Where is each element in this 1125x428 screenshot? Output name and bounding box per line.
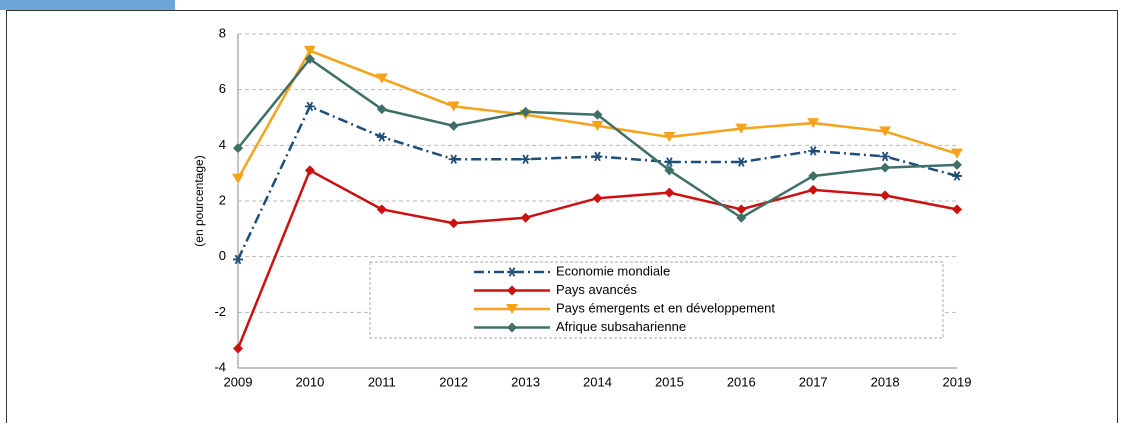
marker — [376, 204, 387, 215]
legend-label: Afrique subsaharienne — [556, 319, 686, 334]
y-tick-label: 2 — [219, 192, 226, 207]
marker — [448, 154, 459, 165]
marker — [663, 131, 676, 142]
x-tick-label: 2013 — [511, 374, 540, 389]
marker — [808, 184, 819, 195]
marker — [303, 45, 316, 56]
y-tick-label: -2 — [214, 304, 226, 319]
tab — [0, 0, 175, 10]
legend-label: Pays émergents et en développement — [556, 300, 775, 315]
marker — [506, 304, 518, 314]
marker — [507, 267, 517, 277]
legend-label: Economie mondiale — [556, 263, 670, 278]
marker — [520, 106, 531, 117]
x-tick-label: 2011 — [368, 374, 396, 389]
x-tick-label: 2010 — [295, 374, 324, 389]
marker — [592, 109, 603, 120]
marker — [880, 190, 891, 201]
x-tick-label: 2012 — [439, 374, 468, 389]
marker — [591, 120, 604, 131]
marker — [233, 254, 243, 265]
marker — [736, 212, 747, 223]
marker — [951, 148, 963, 159]
marker — [233, 143, 243, 154]
x-tick-label: 2017 — [799, 374, 828, 389]
y-tick-label: 6 — [219, 81, 226, 96]
marker — [807, 118, 820, 129]
marker — [952, 204, 962, 215]
marker — [808, 146, 819, 156]
marker — [520, 154, 531, 165]
x-tick-label: 2015 — [655, 374, 684, 389]
frame — [6, 10, 1118, 423]
marker — [507, 285, 517, 296]
legend-label: Pays avancés — [556, 282, 637, 297]
marker — [375, 73, 388, 84]
marker — [664, 157, 675, 167]
marker — [664, 165, 675, 176]
x-tick-label: 2016 — [727, 374, 756, 389]
marker — [447, 101, 460, 112]
y-axis-label: (en pourcentage) — [192, 155, 206, 246]
marker — [304, 54, 315, 65]
marker — [735, 123, 748, 134]
marker — [448, 218, 459, 229]
y-tick-label: 4 — [219, 137, 226, 152]
x-tick-label: 2014 — [583, 374, 612, 389]
marker — [592, 193, 603, 204]
marker — [232, 173, 244, 184]
marker — [736, 157, 747, 167]
marker — [952, 159, 962, 170]
marker — [507, 322, 517, 333]
marker — [233, 343, 243, 354]
legend-box — [369, 261, 944, 339]
y-tick-label: 0 — [219, 248, 226, 263]
marker — [304, 101, 315, 112]
marker — [448, 120, 459, 131]
y-tick-label: 8 — [219, 25, 226, 40]
marker — [664, 187, 675, 198]
x-tick-label: 2009 — [224, 374, 253, 389]
marker — [304, 165, 315, 176]
marker — [808, 170, 819, 181]
x-tick-label: 2019 — [943, 374, 972, 389]
marker — [376, 104, 387, 115]
marker — [879, 126, 892, 137]
marker — [880, 162, 891, 173]
marker — [592, 151, 603, 162]
marker — [736, 204, 747, 215]
marker — [880, 151, 891, 162]
marker — [952, 171, 962, 181]
marker — [520, 212, 531, 223]
y-tick-label: -4 — [214, 359, 226, 374]
marker — [376, 132, 387, 142]
x-tick-label: 2018 — [871, 374, 900, 389]
legend: Economie mondiale Pays avancés Pays émerge… — [369, 261, 944, 339]
